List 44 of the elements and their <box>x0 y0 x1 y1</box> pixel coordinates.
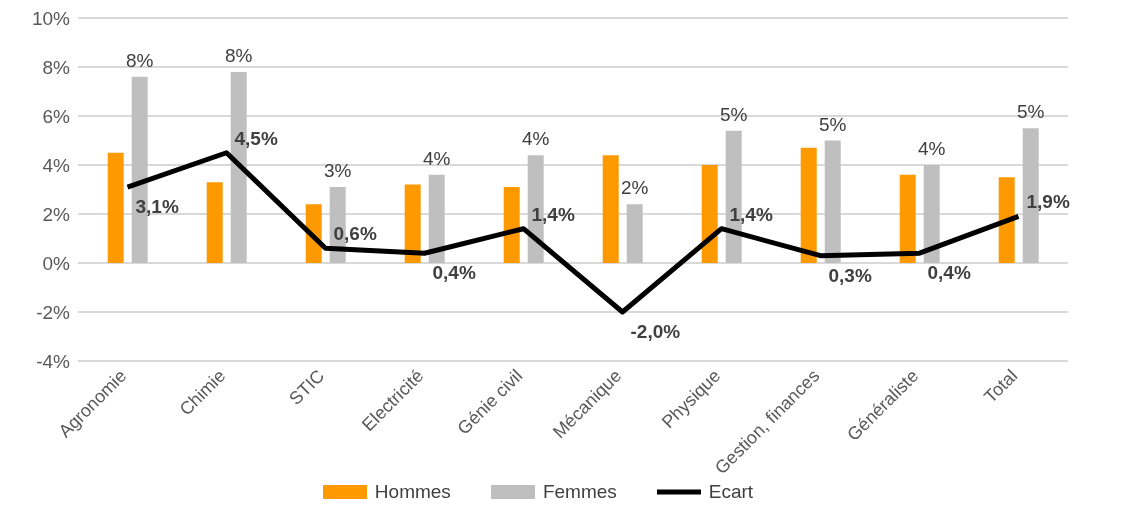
data-label: 5% <box>719 103 748 125</box>
data-label: 0,4% <box>432 262 476 284</box>
y-tick-label: 2% <box>42 203 71 225</box>
data-label: 4% <box>917 138 946 159</box>
y-tick-label: -4% <box>36 350 71 372</box>
bar <box>428 174 445 263</box>
data-label: 4% <box>521 128 550 150</box>
bar <box>824 140 841 263</box>
data-label: 8% <box>125 49 154 71</box>
data-label: 4,5% <box>234 127 278 149</box>
y-tick-label: 10% <box>31 7 71 29</box>
data-label: 0,6% <box>333 223 377 245</box>
data-label: 0,3% <box>828 264 872 286</box>
data-label: 3,1% <box>135 196 179 218</box>
data-label: -2,0% <box>630 321 681 342</box>
data-label: 1,4% <box>729 203 773 225</box>
bar <box>998 177 1015 263</box>
data-label: 1,4% <box>531 203 575 225</box>
data-label: 3% <box>323 160 352 182</box>
data-label: 5% <box>818 113 847 135</box>
legend-label: Femmes <box>542 481 617 503</box>
data-label: 2% <box>620 177 649 199</box>
legend-label: Hommes <box>374 481 451 503</box>
y-tick-label: 4% <box>42 154 71 176</box>
data-label: 1,9% <box>1026 191 1070 213</box>
bar <box>107 152 124 263</box>
data-label: 8% <box>224 44 253 66</box>
bar <box>800 147 817 263</box>
data-label: 4% <box>422 147 451 169</box>
y-tick-label: 6% <box>42 105 71 127</box>
bar <box>923 165 940 263</box>
bar <box>701 165 718 263</box>
bar <box>602 155 619 263</box>
bar <box>626 204 643 263</box>
legend-label: Ecart <box>708 481 754 503</box>
bar <box>503 187 520 263</box>
data-label: 5% <box>1016 101 1045 123</box>
y-tick-label: -2% <box>36 301 71 323</box>
data-label: 0,4% <box>927 262 971 284</box>
y-tick-label: 0% <box>42 252 71 274</box>
bar <box>404 184 421 263</box>
bar <box>899 174 916 263</box>
y-tick-label: 8% <box>42 56 71 78</box>
bar <box>206 182 223 263</box>
